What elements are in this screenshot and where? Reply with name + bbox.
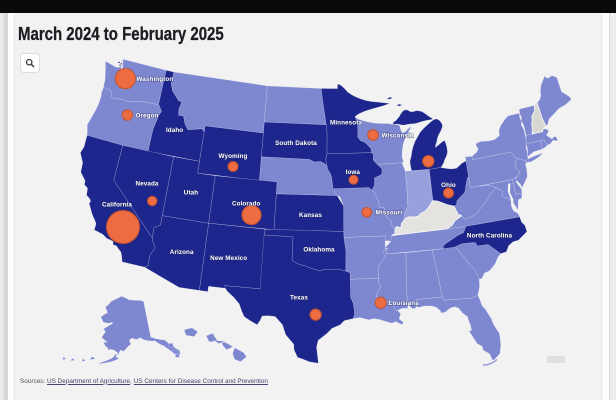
svg-text:South Dakota: South Dakota bbox=[275, 140, 317, 147]
svg-text:Ohio: Ohio bbox=[441, 182, 456, 189]
svg-text:Texas: Texas bbox=[290, 294, 308, 301]
svg-text:Missouri: Missouri bbox=[376, 210, 403, 217]
svg-text:Nevada: Nevada bbox=[135, 180, 158, 187]
svg-text:Wisconsin: Wisconsin bbox=[382, 132, 414, 139]
svg-text:Louisiana: Louisiana bbox=[389, 300, 420, 307]
svg-text:Arizona: Arizona bbox=[170, 249, 194, 256]
svg-text:Kansas: Kansas bbox=[299, 212, 322, 219]
svg-text:Washington: Washington bbox=[137, 76, 174, 83]
svg-text:New Mexico: New Mexico bbox=[210, 255, 247, 262]
svg-text:Oklahoma: Oklahoma bbox=[303, 246, 335, 253]
svg-text:Iowa: Iowa bbox=[346, 169, 361, 176]
svg-text:Minnesota: Minnesota bbox=[330, 119, 362, 126]
svg-text:Utah: Utah bbox=[184, 189, 198, 196]
svg-text:Idaho: Idaho bbox=[166, 127, 183, 134]
svg-text:Wyoming: Wyoming bbox=[219, 153, 248, 160]
svg-text:California: California bbox=[102, 201, 132, 208]
svg-text:Colorado: Colorado bbox=[232, 201, 260, 208]
svg-text:Oregon: Oregon bbox=[136, 112, 159, 119]
svg-text:North Carolina: North Carolina bbox=[467, 232, 513, 239]
